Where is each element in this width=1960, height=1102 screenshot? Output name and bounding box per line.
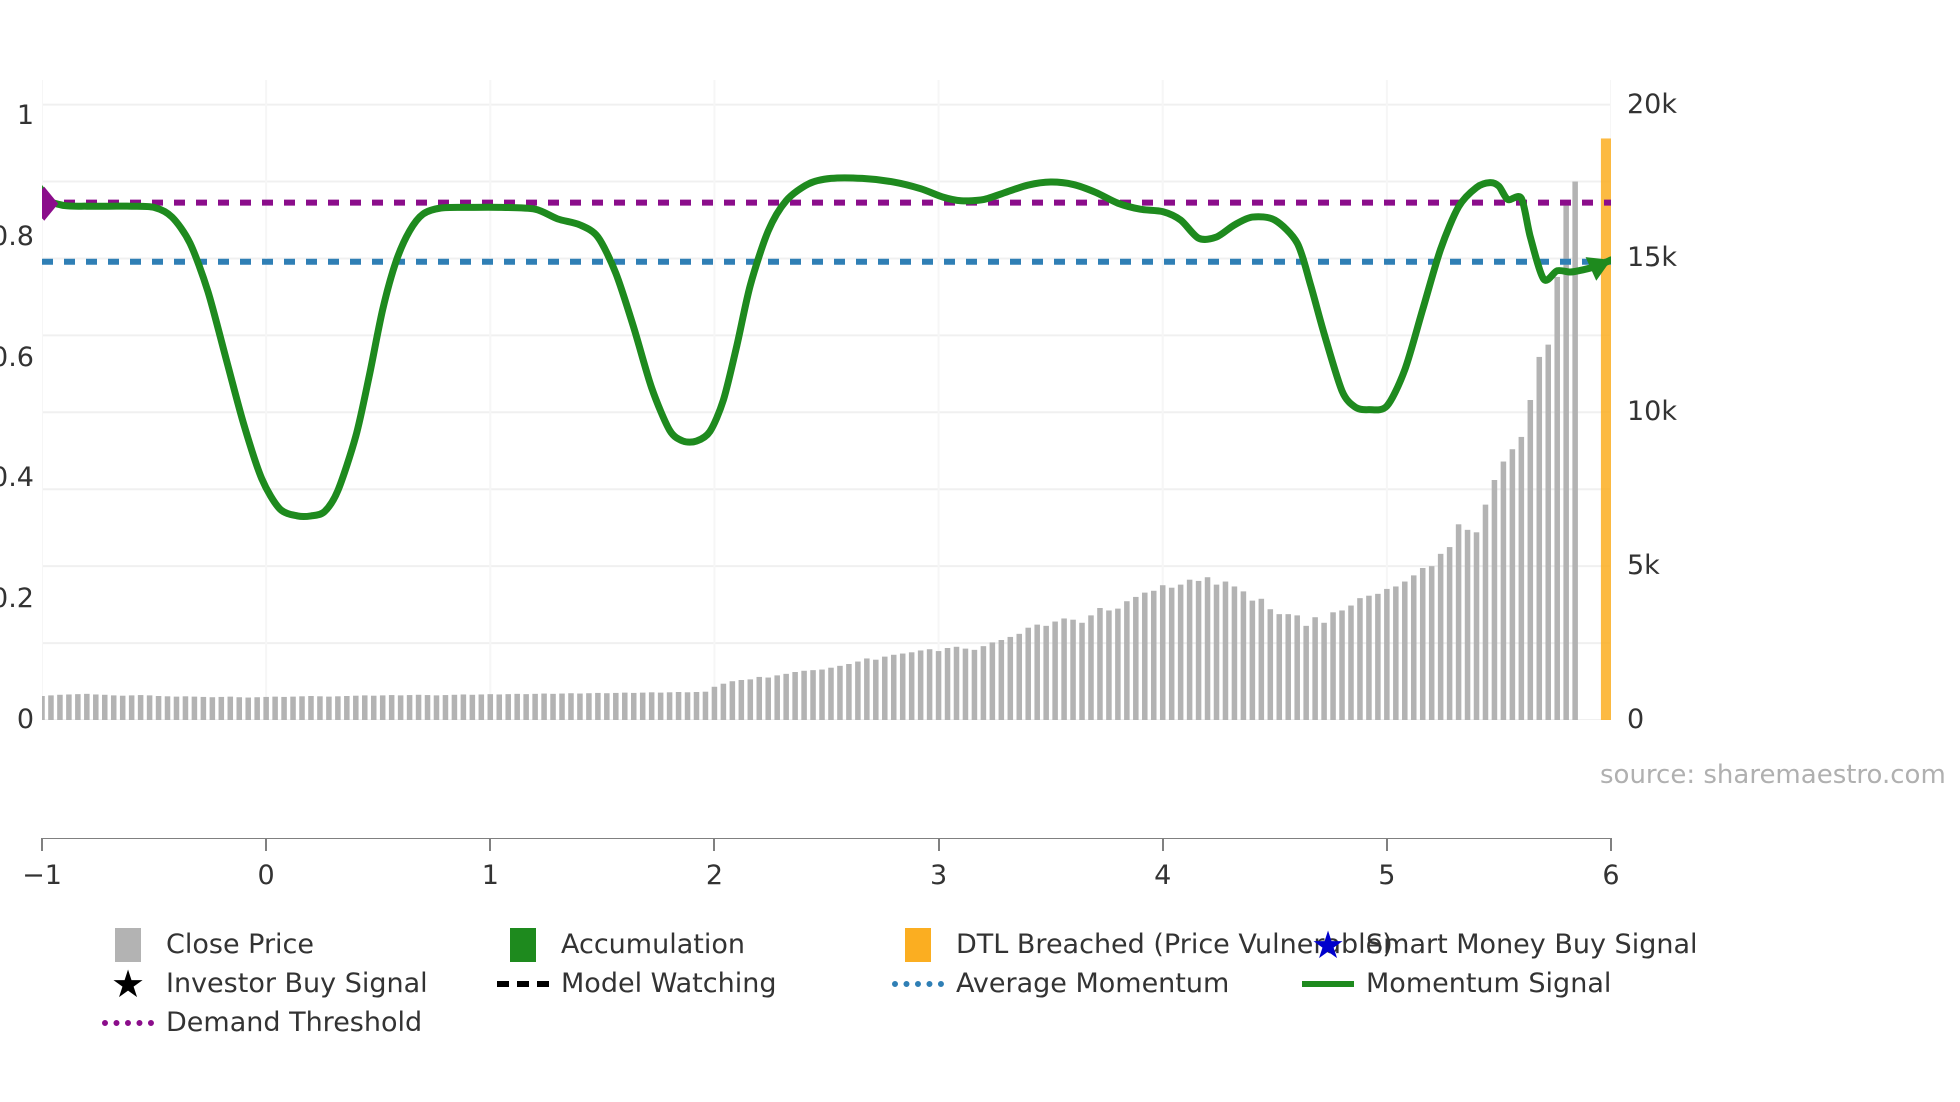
y-axis-left-tick: 0.6 [0, 341, 34, 373]
y-axis-right-tick: 5k [1627, 550, 1660, 582]
legend-item-smart-money-buy-signal[interactable]: ★ Smart Money Buy Signal [1300, 925, 1730, 964]
legend-swatch-line [1302, 980, 1354, 987]
legend-label: Accumulation [561, 929, 745, 960]
legend-item-average-momentum[interactable]: Average Momentum [890, 964, 1300, 1003]
legend-swatch-square [510, 927, 536, 962]
legend-swatch-dotted [892, 980, 944, 987]
legend-item-accumulation[interactable]: Accumulation [495, 925, 890, 964]
y-axis-left-tick: 0 [16, 704, 34, 735]
x-axis-tick: 0 [257, 860, 275, 891]
plot-area [42, 80, 1611, 720]
legend-swatch-square [905, 927, 931, 962]
x-axis-tick: 6 [1602, 860, 1620, 891]
legend-item-close-price[interactable]: Close Price [100, 925, 495, 964]
legend-key-square [890, 927, 946, 962]
momentum-line [42, 174, 1611, 521]
legend-label: Momentum Signal [1366, 968, 1612, 999]
x-axis-tick: −1 [22, 860, 62, 891]
x-axis-spine [42, 838, 1611, 839]
x-axis-tick: 5 [1378, 860, 1396, 891]
y-axis-right-tick: 10k [1627, 396, 1677, 428]
chart-canvas [42, 80, 1611, 720]
legend-item-demand-threshold[interactable]: Demand Threshold [100, 1003, 495, 1042]
legend-key-star: ★ [1300, 926, 1356, 964]
x-axis-tick-mark [713, 838, 716, 851]
legend-key-line [1300, 980, 1356, 987]
y-axis-left-tick: 0.2 [0, 583, 34, 615]
legend-label: Smart Money Buy Signal [1366, 929, 1698, 960]
x-axis-tick-mark [41, 838, 43, 851]
y-axis-right-tick: 0 [1627, 704, 1645, 735]
x-axis-tick: 4 [1154, 860, 1172, 891]
legend-swatch-dotted [102, 1019, 154, 1026]
legend-key-dotted [890, 980, 946, 987]
legend-key-dashed [495, 980, 551, 987]
y-axis-left-tick: 1 [16, 100, 34, 132]
legend-swatch-square [115, 927, 141, 962]
x-axis-tick: 3 [929, 860, 948, 891]
x-axis-tick-mark [265, 838, 268, 851]
legend-key-square [495, 927, 551, 962]
legend-label: Investor Buy Signal [166, 968, 428, 999]
legend-item-dtl-breached-price-vulnerable[interactable]: DTL Breached (Price Vulnerable) [890, 925, 1393, 964]
star-icon: ★ [110, 961, 146, 1006]
legend-item-investor-buy-signal[interactable]: ★ Investor Buy Signal [100, 964, 495, 1003]
legend-key-dotted [100, 1019, 156, 1026]
dtl-breached-band [1600, 138, 1611, 720]
legend-item-momentum-signal[interactable]: Momentum Signal [1300, 964, 1730, 1003]
x-axis-tick-mark [489, 838, 492, 851]
x-axis-tick: 1 [481, 860, 499, 891]
star-icon: ★ [1310, 922, 1346, 967]
legend-swatch-dashed [497, 980, 549, 987]
x-axis-tick-mark [1161, 838, 1164, 851]
legend-label: DTL Breached (Price Vulnerable) [956, 929, 1393, 960]
signal-markers [42, 184, 59, 221]
source-note: source: sharemaestro.com [1600, 760, 1946, 790]
y-axis-left-tick: 0.8 [0, 220, 34, 252]
x-axis-tick: 2 [705, 860, 724, 891]
y-axis-right-tick: 20k [1627, 88, 1677, 120]
legend-key-square [100, 927, 156, 962]
y-axis-left-tick: 0.4 [0, 462, 34, 494]
legend-label: Average Momentum [956, 968, 1230, 999]
legend-label: Model Watching [561, 968, 777, 999]
legend-label: Demand Threshold [166, 1007, 423, 1038]
legend-key-star: ★ [100, 965, 156, 1003]
threshold-lines [42, 199, 1611, 265]
legend-item-model-watching[interactable]: Model Watching [495, 964, 890, 1003]
x-axis-tick-mark [1610, 838, 1612, 851]
chart-legend: Close Price Accumulation DTL Breached (Pri… [100, 925, 1950, 1042]
x-axis-tick-mark [937, 838, 940, 851]
x-axis-tick-mark [1385, 838, 1388, 851]
close-price-bars [42, 181, 1578, 720]
y-axis-right-tick: 15k [1627, 242, 1677, 274]
legend-label: Close Price [166, 929, 314, 960]
